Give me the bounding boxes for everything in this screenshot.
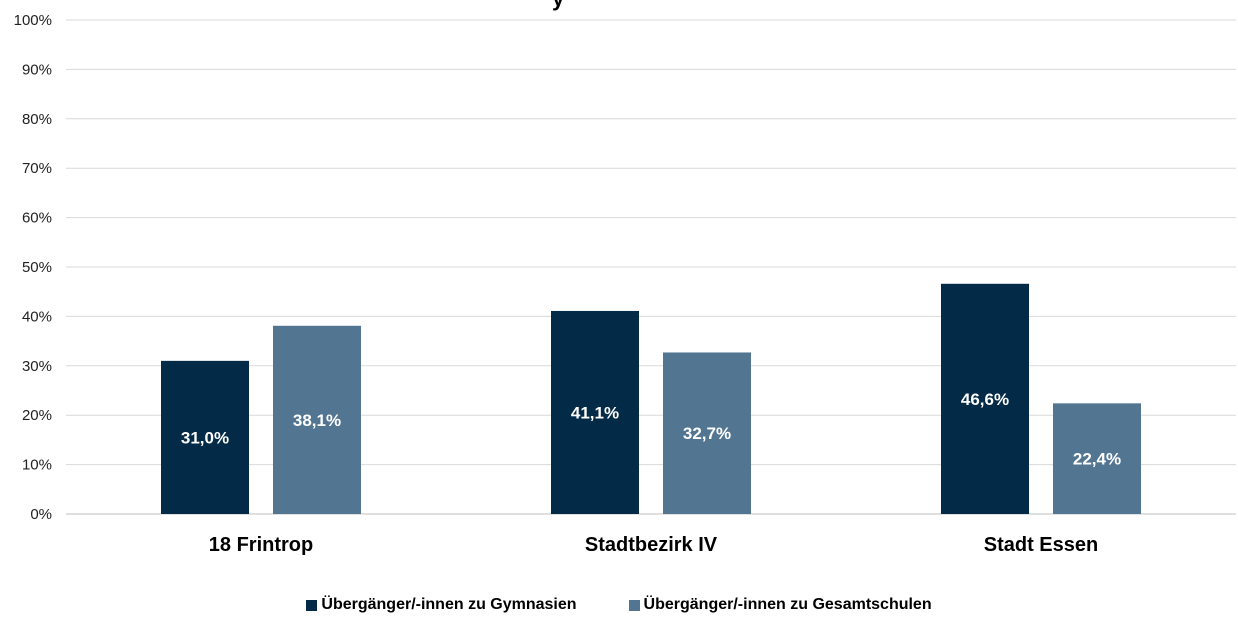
chart-title-fragment: y <box>552 0 564 12</box>
y-tick-label: 90% <box>22 61 52 78</box>
y-tick-label: 80% <box>22 111 52 128</box>
y-tick-label: 0% <box>30 506 52 523</box>
data-label: 46,6% <box>961 390 1009 409</box>
legend-label-gymnasien: Übergänger/-innen zu Gymnasien <box>321 596 576 614</box>
data-label: 41,1% <box>571 403 619 422</box>
y-tick-label: 40% <box>22 308 52 325</box>
legend-swatch-gesamtschulen <box>629 600 640 611</box>
y-tick-label: 100% <box>14 12 52 29</box>
y-tick-label: 20% <box>22 407 52 424</box>
y-tick-label: 30% <box>22 358 52 375</box>
data-label: 38,1% <box>293 411 341 430</box>
legend-label-gesamtschulen: Übergänger/-innen zu Gesamtschulen <box>644 596 932 614</box>
category-label: 18 Frintrop <box>209 534 313 556</box>
legend-swatch-gymnasien <box>306 600 317 611</box>
y-tick-label: 60% <box>22 210 52 227</box>
data-label: 32,7% <box>683 424 731 443</box>
category-label: Stadt Essen <box>984 534 1098 556</box>
legend-item-gymnasien: Übergänger/-innen zu Gymnasien <box>306 596 576 614</box>
bar-chart-svg: 0% 10% 20% 30% 40% 50% 60% 70% 80% 90% 100% 31,0% 38… <box>0 0 1238 590</box>
y-tick-label: 50% <box>22 259 52 276</box>
legend: Übergänger/-innen zu Gymnasien Übergänge… <box>0 596 1238 614</box>
y-tick-label: 10% <box>22 457 52 474</box>
data-label: 22,4% <box>1073 450 1121 469</box>
y-tick-label: 70% <box>22 160 52 177</box>
category-label: Stadtbezirk IV <box>585 534 718 556</box>
data-label: 31,0% <box>181 428 229 447</box>
legend-item-gesamtschulen: Übergänger/-innen zu Gesamtschulen <box>629 596 932 614</box>
